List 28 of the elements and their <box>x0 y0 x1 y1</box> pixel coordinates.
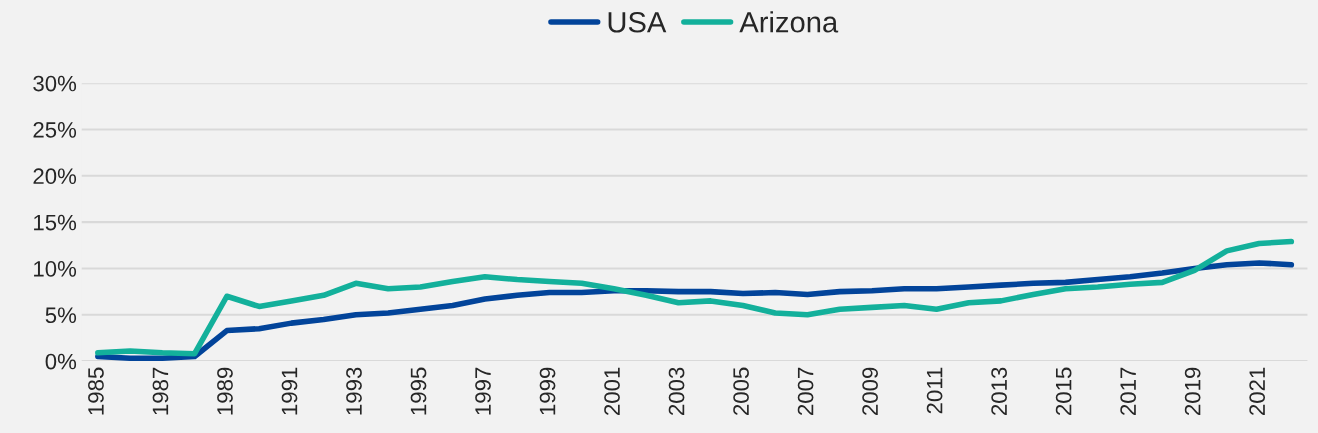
x-tick-label: 1993 <box>346 367 362 415</box>
y-tick-label: 25% <box>33 122 77 138</box>
legend-label: USA <box>608 11 667 33</box>
x-tick-label: 2007 <box>797 367 814 415</box>
x-tick-label: 1995 <box>410 367 427 415</box>
x-tick-label: 1985 <box>88 367 104 415</box>
x-tick-label: 1997 <box>475 367 491 415</box>
x-tick-label: 2011 <box>926 367 943 414</box>
x-tick-label: 1989 <box>217 367 233 415</box>
x-tick-label: 2009 <box>862 367 878 415</box>
x-tick-label: 2021 <box>1249 367 1266 415</box>
y-tick-label: 10% <box>34 260 77 277</box>
x-tick-label: 1991 <box>281 367 298 415</box>
x-tick-label: 1987 <box>152 367 169 415</box>
y-tick-label: 20% <box>33 168 77 185</box>
y-tick-label: 0% <box>45 353 77 370</box>
x-tick-label: 2001 <box>604 367 620 415</box>
y-tick-label: 5% <box>45 307 77 324</box>
x-tick-label: 2017 <box>1120 367 1137 415</box>
x-tick-label: 2015 <box>1055 367 1072 415</box>
legend-label: Arizona <box>739 11 839 33</box>
x-tick-label: 2019 <box>1184 367 1201 415</box>
y-tick-label: 15% <box>34 214 77 231</box>
x-tick-label: 2005 <box>733 367 749 415</box>
y-tick-label: 30% <box>33 75 77 92</box>
x-tick-label: 2003 <box>668 367 685 415</box>
x-tick-label: 1999 <box>539 367 556 415</box>
x-tick-label: 2013 <box>991 367 1007 415</box>
